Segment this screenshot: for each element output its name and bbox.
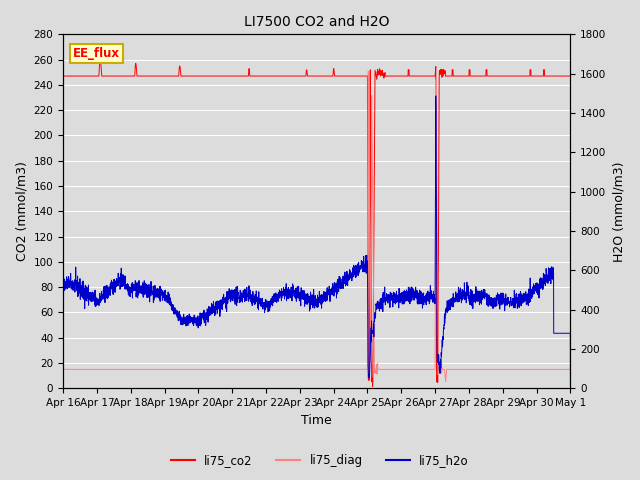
- Text: EE_flux: EE_flux: [73, 47, 120, 60]
- Y-axis label: H2O (mmol/m3): H2O (mmol/m3): [612, 161, 625, 262]
- X-axis label: Time: Time: [301, 414, 332, 427]
- Legend: li75_co2, li75_diag, li75_h2o: li75_co2, li75_diag, li75_h2o: [166, 449, 474, 472]
- Title: LI7500 CO2 and H2O: LI7500 CO2 and H2O: [244, 15, 390, 29]
- Y-axis label: CO2 (mmol/m3): CO2 (mmol/m3): [15, 161, 28, 261]
